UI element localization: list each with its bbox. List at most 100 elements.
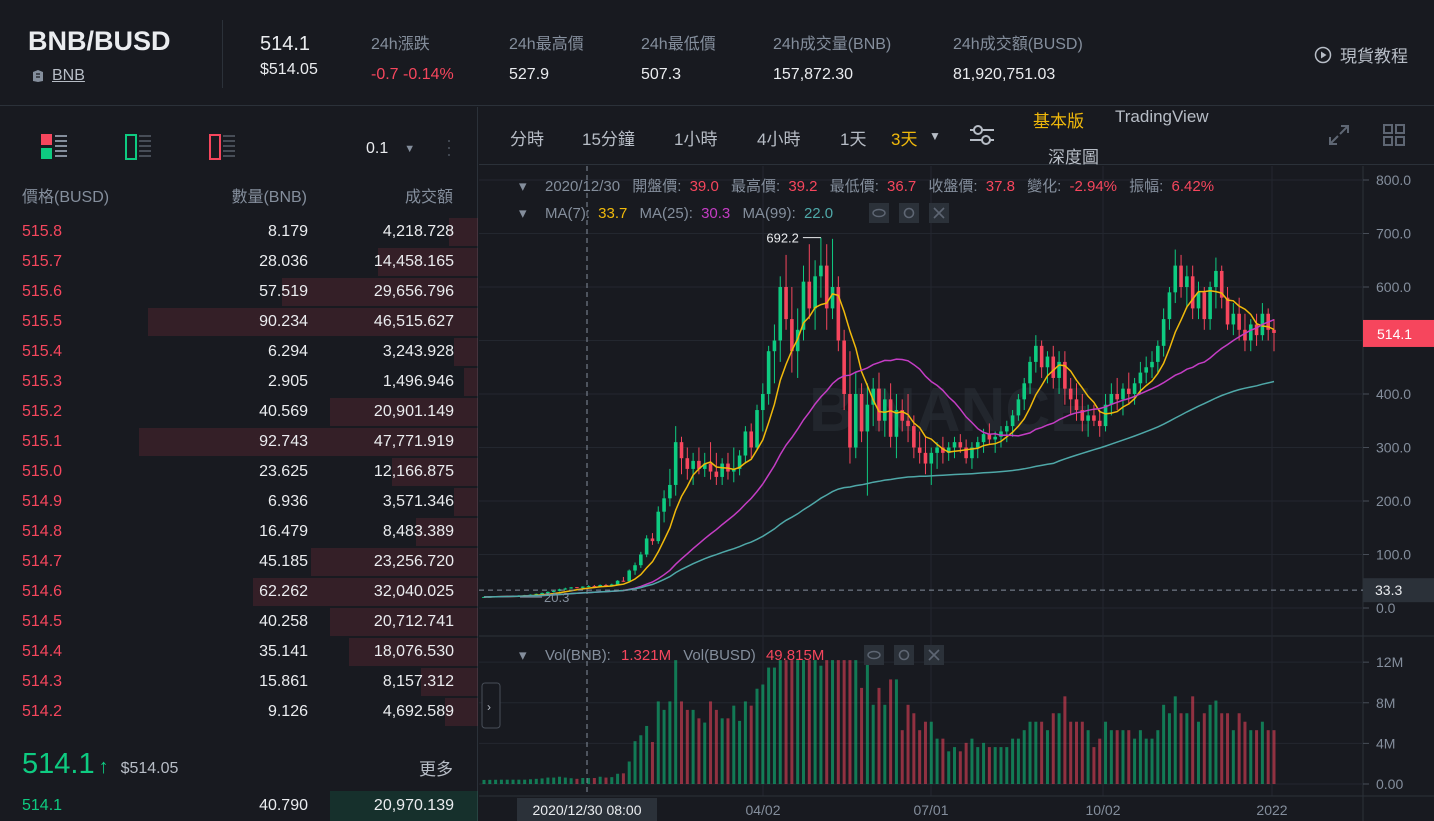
high-value: 39.2 — [788, 178, 817, 195]
spot-tutorial-link[interactable]: 現貨教程 — [1314, 42, 1408, 67]
candle-body — [784, 287, 788, 320]
candle-body — [557, 589, 562, 591]
ask-qty: 35.141 — [259, 643, 308, 660]
ask-row[interactable]: 515.6 57.519 29,656.796 — [0, 277, 478, 307]
candle-body — [598, 584, 602, 587]
candle-body — [1115, 394, 1119, 400]
view-basic[interactable]: 基本版 — [1033, 112, 1084, 131]
volume-bar — [534, 778, 538, 784]
bids-only-icon[interactable] — [124, 133, 152, 161]
candle-body — [1051, 356, 1056, 378]
ask-row[interactable]: 514.9 6.936 3,571.346 — [0, 487, 478, 517]
ask-qty: 9.126 — [267, 703, 308, 720]
volume-bar — [703, 722, 707, 784]
ask-total: 18,076.530 — [373, 643, 454, 660]
y-tick-label: 400.0 — [1376, 386, 1411, 402]
ask-total: 14,458.165 — [373, 253, 454, 270]
both-sides-icon[interactable] — [40, 133, 68, 161]
expand-panel-button[interactable] — [481, 682, 501, 729]
bid-row[interactable]: 514.1 40.790 20,970.139 — [0, 791, 478, 821]
volume-bar — [610, 777, 614, 784]
more-options-icon[interactable]: · · · — [446, 130, 452, 164]
candle-body — [853, 394, 858, 448]
candle-body — [551, 590, 556, 592]
more-link[interactable]: 更多 — [419, 760, 453, 779]
candle-body — [656, 511, 661, 542]
bid-total: 20,970.139 — [373, 797, 454, 814]
volume-bar — [563, 777, 567, 784]
chevron-down-icon[interactable]: ▼ — [929, 129, 941, 143]
ask-row[interactable]: 514.4 35.141 18,076.530 — [0, 637, 478, 667]
volume-bar — [1255, 730, 1259, 784]
volume-bar — [877, 687, 881, 784]
ask-row[interactable]: 515.2 40.569 20,901.149 — [0, 397, 478, 427]
candle-body — [1167, 292, 1172, 320]
ask-row[interactable]: 515.3 2.905 1,496.946 — [0, 367, 478, 397]
coin-name[interactable]: BNB — [52, 67, 85, 84]
tab-timeframe[interactable]: 分時 — [510, 130, 544, 149]
candle-body — [720, 463, 724, 477]
price-step-select[interactable]: 0.1 ▼ — [366, 140, 415, 158]
ask-row[interactable]: 514.2 9.126 4,692.589 — [0, 697, 478, 727]
tab-timeframe[interactable]: 1小時 — [674, 130, 718, 149]
volume-bar — [656, 701, 660, 784]
volume-bar — [1196, 721, 1200, 784]
volume-bar — [697, 718, 701, 784]
ask-row[interactable]: 514.8 16.479 8,483.389 — [0, 517, 478, 547]
ask-row[interactable]: 514.3 15.861 8,157.312 — [0, 667, 478, 697]
fullscreen-icon[interactable] — [1327, 123, 1351, 147]
view-depth[interactable]: 深度圖 — [1048, 148, 1099, 167]
volume-bar — [1086, 730, 1090, 784]
tab-timeframe[interactable]: 1天 — [840, 130, 867, 149]
ask-row[interactable]: 515.0 23.625 12,166.875 — [0, 457, 478, 487]
play-circle-icon — [1314, 46, 1332, 63]
tab-timeframe[interactable]: 15分鐘 — [582, 130, 635, 149]
tab-timeframe-active[interactable]: 3天 — [891, 130, 918, 149]
ask-row[interactable]: 515.8 8.179 4,218.728 — [0, 217, 478, 247]
volume-bar — [976, 747, 980, 784]
ask-row[interactable]: 514.7 45.185 23,256.720 — [0, 547, 478, 577]
candle-body — [1126, 388, 1131, 394]
ask-row[interactable]: 515.5 90.234 46,515.627 — [0, 307, 478, 337]
mid-price: 514.1 ↑ $514.05 — [22, 748, 178, 781]
indicator-settings-icon[interactable] — [969, 123, 995, 147]
coin-link[interactable]: BNB — [32, 67, 85, 85]
candle-body — [586, 586, 591, 588]
candlestick-chart[interactable]: BINANCE 800.0700.0600.0500.0400.0300.020… — [479, 166, 1434, 821]
tab-timeframe[interactable]: 4小時 — [757, 130, 801, 149]
volume-bar — [749, 705, 753, 784]
candle-body — [1225, 297, 1230, 325]
volume-bar — [621, 773, 625, 784]
last-price: 514.1 — [260, 33, 311, 55]
ask-qty: 6.936 — [267, 493, 308, 510]
ask-total: 3,571.346 — [382, 493, 454, 510]
volume-bar — [587, 777, 591, 784]
ask-price: 515.0 — [22, 463, 63, 480]
volume-bar — [1266, 730, 1270, 784]
ask-row[interactable]: 515.7 28.036 14,458.165 — [0, 247, 478, 277]
gear-icon-shape — [898, 649, 910, 661]
volume-bar — [1022, 730, 1026, 784]
candle-body — [540, 593, 544, 595]
ask-row[interactable]: 515.4 6.294 3,243.928 — [0, 337, 478, 367]
volume-bar — [714, 709, 718, 784]
candle-body — [1039, 345, 1044, 368]
ma7-label: MA(7): — [545, 205, 590, 222]
asks-only-icon[interactable] — [208, 133, 236, 161]
candle-body — [1237, 313, 1241, 330]
ask-row[interactable]: 514.6 62.262 32,040.025 — [0, 577, 478, 607]
candle-body — [1121, 388, 1125, 400]
candle-body — [946, 447, 951, 453]
vol-busd-label: Vol(BUSD) — [683, 647, 756, 664]
layout-grid-icon[interactable] — [1382, 123, 1406, 147]
ask-row[interactable]: 515.1 92.743 47,771.919 — [0, 427, 478, 457]
ask-total: 20,712.741 — [373, 613, 454, 630]
tutorial-label[interactable]: 現貨教程 — [1340, 47, 1408, 66]
candle-body — [1202, 292, 1207, 320]
volume-bar — [918, 730, 922, 784]
y-tick-label: 300.0 — [1376, 440, 1411, 456]
volume-bar — [906, 704, 910, 784]
volume-bar — [947, 751, 951, 784]
ask-row[interactable]: 514.5 40.258 20,712.741 — [0, 607, 478, 637]
view-tradingview[interactable]: TradingView — [1115, 107, 1209, 126]
